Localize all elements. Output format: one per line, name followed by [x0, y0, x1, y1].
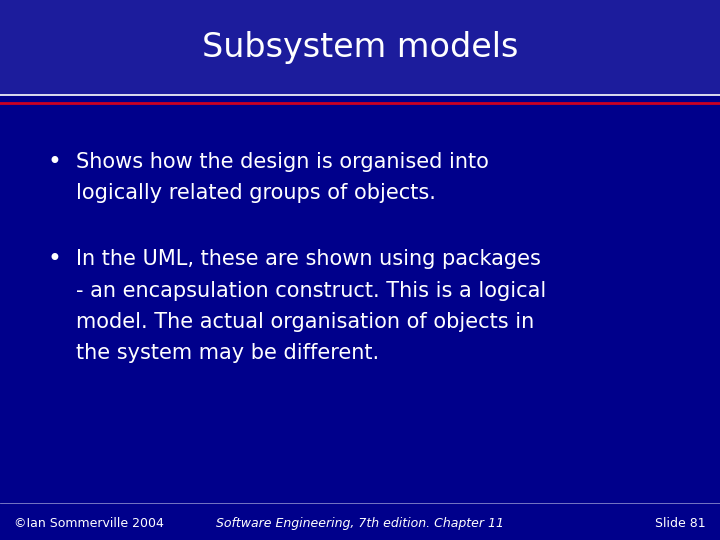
Text: Slide 81: Slide 81	[655, 517, 706, 530]
Text: •: •	[47, 247, 61, 271]
Text: ©Ian Sommerville 2004: ©Ian Sommerville 2004	[14, 517, 164, 530]
Text: Subsystem models: Subsystem models	[202, 31, 518, 64]
Text: Shows how the design is organised into: Shows how the design is organised into	[76, 152, 488, 172]
FancyBboxPatch shape	[0, 0, 720, 94]
Text: logically related groups of objects.: logically related groups of objects.	[76, 183, 436, 204]
Text: the system may be different.: the system may be different.	[76, 343, 379, 363]
Text: In the UML, these are shown using packages: In the UML, these are shown using packag…	[76, 249, 541, 269]
Text: Software Engineering, 7th edition. Chapter 11: Software Engineering, 7th edition. Chapt…	[216, 517, 504, 530]
Text: model. The actual organisation of objects in: model. The actual organisation of object…	[76, 312, 534, 332]
Text: - an encapsulation construct. This is a logical: - an encapsulation construct. This is a …	[76, 280, 546, 301]
Text: •: •	[47, 150, 61, 174]
